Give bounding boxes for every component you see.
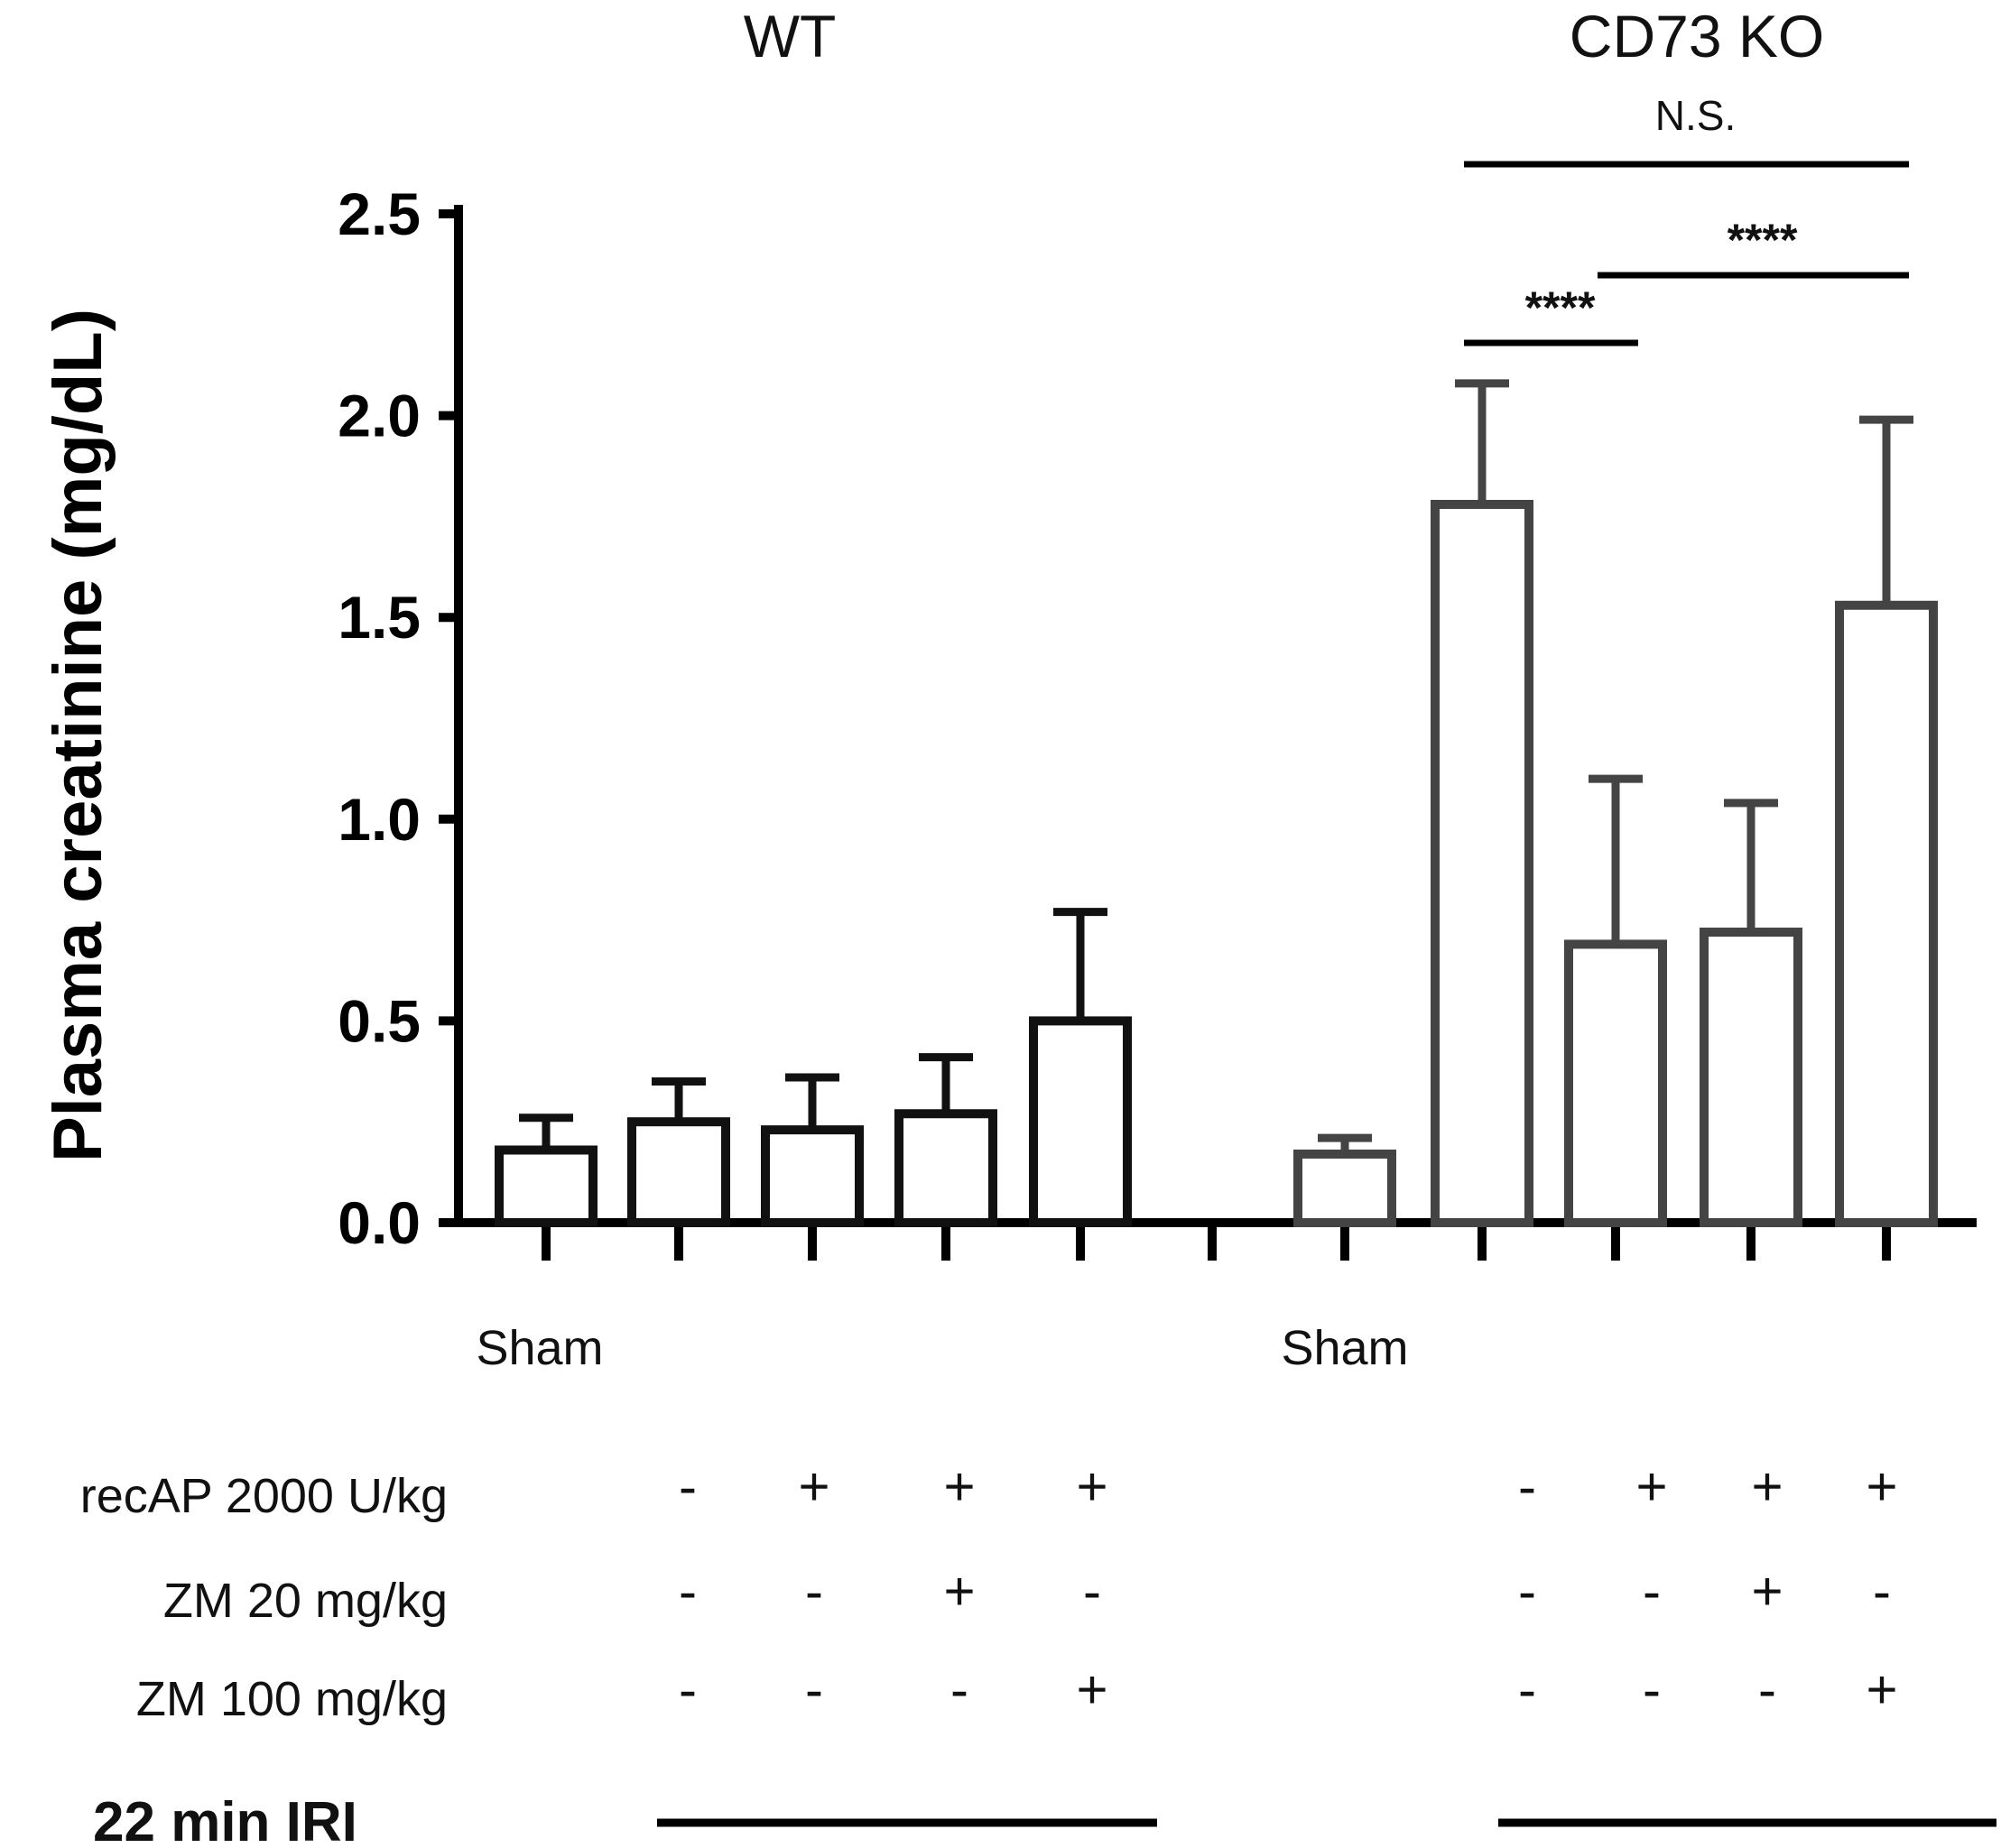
treatment-sign: - (679, 1456, 697, 1517)
treatment-sign: + (1635, 1456, 1667, 1517)
treatment-sign: + (943, 1561, 975, 1622)
treatment-sign: + (943, 1456, 975, 1517)
significance-brackets: N.S. **** **** (1464, 92, 1909, 346)
iri-label: 22 min IRI (93, 1791, 357, 1848)
bar (627, 1117, 730, 1227)
treatment-sign: + (1076, 1659, 1107, 1720)
treatment-sign: + (1751, 1561, 1783, 1622)
treatment-sign: - (1083, 1561, 1101, 1622)
bar (761, 1125, 864, 1228)
bar (1431, 499, 1533, 1227)
treatment-sign: - (1643, 1561, 1661, 1622)
treatment-row-label: ZM 100 mg/kg (136, 1672, 448, 1726)
y-ticks: 0.0 0.5 1.0 1.5 2.0 2.5 (338, 180, 459, 1256)
bar (894, 1109, 997, 1227)
y-tick-label: 2.0 (338, 383, 421, 449)
treatment-sign: - (1518, 1456, 1536, 1517)
treatment-sign: + (1866, 1659, 1897, 1720)
y-tick-label: 0.0 (338, 1189, 421, 1256)
treatment-sign: - (1873, 1561, 1891, 1622)
x-ticks (542, 1223, 1891, 1261)
treatment-row-label: ZM 20 mg/kg (163, 1574, 448, 1628)
treatment-sign: + (798, 1456, 829, 1517)
treatment-sign: - (1758, 1659, 1776, 1720)
y-tick-label: 0.5 (338, 987, 421, 1054)
treatment-sign: - (805, 1659, 823, 1720)
treatment-sign: - (1518, 1659, 1536, 1720)
sham-label-ko: Sham (1281, 1321, 1408, 1375)
group-title-cd73-ko: CD73 KO (1570, 3, 1824, 69)
significance-label: **** (1728, 215, 1798, 265)
sham-label-wt: Sham (476, 1321, 603, 1375)
treatment-sign: - (679, 1659, 697, 1720)
bar (1029, 1016, 1132, 1228)
treatment-table: recAP 2000 U/kg - + + + - + + + ZM 20 mg/kg - - + - - -… (80, 1456, 1898, 1726)
treatment-row-label: recAP 2000 U/kg (80, 1469, 448, 1523)
significance-label: N.S. (1655, 92, 1736, 139)
treatment-sign: - (679, 1561, 697, 1622)
treatment-sign: - (1518, 1561, 1536, 1622)
treatment-sign: - (1643, 1659, 1661, 1720)
y-tick-label: 2.5 (338, 180, 421, 247)
bar (1700, 928, 1802, 1227)
bar (495, 1145, 598, 1228)
group-title-wt: WT (744, 3, 837, 69)
bars (495, 379, 1938, 1228)
bar (1564, 939, 1667, 1227)
treatment-sign: + (1751, 1456, 1783, 1517)
treatment-sign: + (1076, 1456, 1107, 1517)
bar (1293, 1149, 1396, 1227)
treatment-sign: - (950, 1659, 968, 1720)
treatment-sign: - (805, 1561, 823, 1622)
y-tick-label: 1.5 (338, 584, 421, 651)
bar (1835, 600, 1938, 1227)
significance-label: **** (1525, 282, 1596, 333)
treatment-sign: + (1866, 1456, 1897, 1517)
y-axis-title: Plasma creatinine (mg/dL) (40, 309, 116, 1162)
y-tick-label: 1.0 (338, 786, 421, 853)
